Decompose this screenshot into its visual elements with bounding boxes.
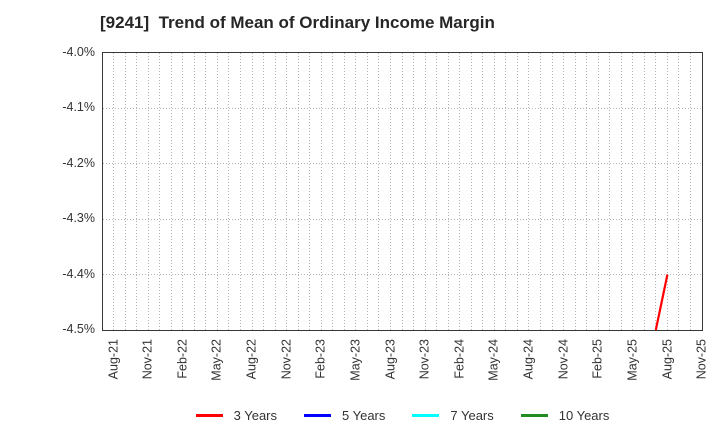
vertical-gridline [320,52,322,330]
legend-label: 7 Years [450,407,494,423]
vertical-gridline [216,52,218,330]
vertical-gridline [113,52,114,330]
vertical-gridline [655,52,657,330]
horizontal-gridline [102,218,702,220]
vertical-gridline [493,52,495,330]
vertical-gridline [378,52,380,330]
vertical-gridline [563,52,564,330]
y-tick-label: -4.4% [62,266,95,281]
vertical-gridline [505,52,507,330]
y-tick-label: -4.3% [62,211,95,226]
y-tick-label: -4.1% [62,100,95,115]
legend-item-10-years: 10 Years [520,407,610,423]
legend: 3 Years 5 Years 7 Years 10 Years [103,403,702,427]
x-tick-label: Feb-22 [175,339,190,379]
vertical-gridline [205,52,207,330]
vertical-gridline [286,52,288,330]
horizontal-gridline [102,163,702,165]
vertical-gridline [309,52,311,330]
vertical-gridline [355,52,357,330]
vertical-gridline [228,52,230,330]
vertical-gridline [389,52,391,330]
vertical-gridline [620,52,622,330]
legend-line-swatch [412,413,440,417]
vertical-gridline [297,52,299,330]
vertical-gridline [343,52,345,330]
x-tick-label: Feb-23 [313,339,328,379]
x-tick-label: Aug-23 [382,339,397,380]
x-tick-label: May-22 [209,339,224,381]
x-tick-label: Aug-22 [244,339,259,380]
legend-item-3-years: 3 Years [195,407,277,423]
vertical-gridline [678,52,680,330]
vertical-gridline [447,52,449,330]
y-tick-label: -4.0% [62,45,95,59]
vertical-gridline [482,52,484,330]
x-tick-label: Nov-21 [140,339,155,380]
x-tick-label: May-24 [486,339,501,381]
series-line-layer [654,273,668,330]
vertical-gridline [136,52,138,330]
vertical-gridline [332,52,334,330]
vertical-gridline [528,52,530,330]
vertical-gridline [436,52,438,330]
y-tick-label: -4.2% [62,155,95,170]
legend-label: 3 Years [233,407,277,423]
vertical-gridline [597,52,599,330]
x-tick-label: Aug-24 [521,339,536,380]
vertical-gridline [551,52,553,330]
vertical-gridline [193,52,195,330]
x-tick-label: May-25 [625,339,640,381]
x-tick-label: Feb-25 [590,339,605,379]
plot-area [101,51,703,331]
x-tick-label: Nov-25 [694,339,709,380]
vertical-gridline [147,52,149,330]
vertical-gridline [159,52,161,330]
series-line-3-years [654,273,668,330]
vertical-gridline [124,52,126,330]
y-tick-label: -4.5% [62,322,95,336]
vertical-gridline [366,52,368,330]
vertical-gridline [459,52,461,330]
x-tick-label: Aug-21 [106,339,120,380]
vertical-gridline [424,52,426,330]
legend-line-swatch [304,413,331,417]
vertical-gridline [274,52,276,330]
vertical-gridline [470,52,472,330]
vertical-gridline [609,52,611,330]
vertical-gridline [239,52,241,330]
x-tick-label: Nov-24 [556,339,570,380]
chart-title: [9241] Trend of Mean of Ordinary Income … [100,13,495,32]
vertical-gridline [401,52,403,330]
legend-item-7-years: 7 Years [412,407,494,423]
vertical-gridline [643,52,645,330]
x-tick-label: May-23 [348,339,363,381]
legend-label: 5 Years [342,407,386,423]
legend-label: 10 Years [558,407,610,423]
vertical-gridline [516,52,518,330]
x-tick-label: Aug-25 [659,339,674,380]
horizontal-gridline [102,274,702,276]
legend-line-swatch [195,413,223,417]
vertical-gridline [251,52,253,330]
vertical-gridline [632,52,634,330]
vertical-gridline [586,52,588,330]
legend-line-swatch [520,413,548,417]
x-tick-label: Feb-24 [452,339,467,379]
vertical-gridline [263,52,264,330]
vertical-gridline [413,52,414,330]
vertical-gridline [690,52,691,330]
vertical-gridline [182,52,184,330]
x-tick-label: Nov-22 [279,339,294,380]
vertical-gridline [574,52,576,330]
x-tick-label: Nov-23 [417,339,432,380]
vertical-gridline [540,52,541,330]
vertical-gridline [170,52,172,330]
horizontal-gridline [102,107,702,109]
vertical-gridline [666,52,668,330]
legend-item-5-years: 5 Years [304,408,385,423]
gridline-layer [102,52,702,330]
